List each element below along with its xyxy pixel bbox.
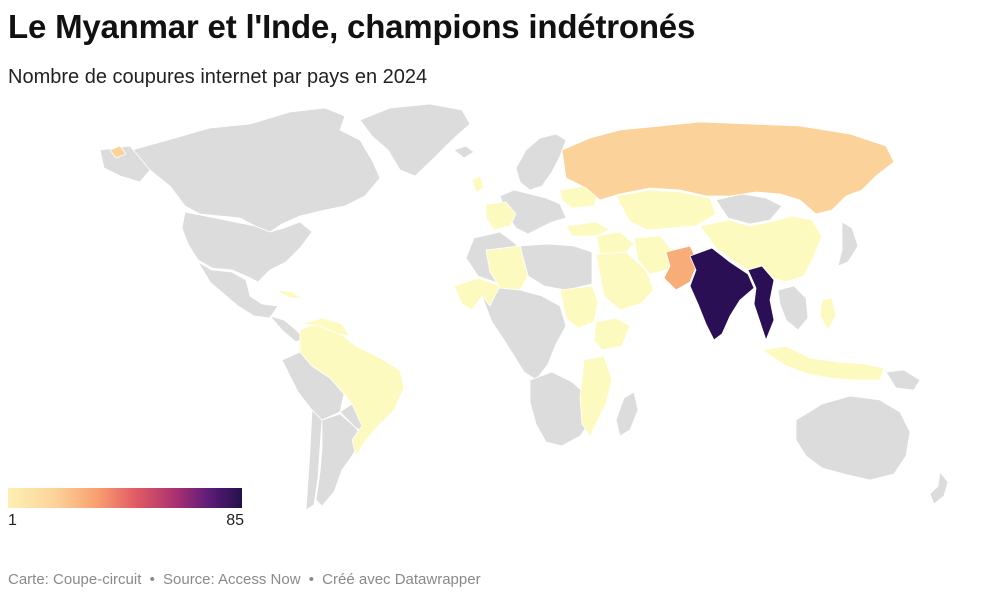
country-brazil[interactable] xyxy=(299,321,405,457)
country-australia[interactable] xyxy=(795,395,911,481)
legend-min-label: 1 xyxy=(8,512,17,529)
legend-max-label: 85 xyxy=(226,512,244,529)
country-ethiopia[interactable] xyxy=(593,317,631,351)
country-central-america[interactable] xyxy=(269,315,305,343)
footer-map-credit: Carte: Coupe-circuit xyxy=(8,571,142,588)
country-iceland[interactable] xyxy=(453,145,475,159)
country-east-africa[interactable] xyxy=(579,355,613,437)
country-canada[interactable] xyxy=(131,107,381,233)
country-indonesia[interactable] xyxy=(761,345,885,381)
legend-labels: 1 85 xyxy=(8,508,244,530)
country-usa[interactable] xyxy=(181,211,313,283)
country-france-spain[interactable] xyxy=(485,201,517,231)
country-west-africa[interactable] xyxy=(453,277,501,311)
chart-subtitle: Nombre de coupures internet par pays en … xyxy=(8,66,428,88)
footer-source: Source: Access Now xyxy=(163,571,301,588)
country-central-africa[interactable] xyxy=(481,287,567,381)
country-indochina[interactable] xyxy=(777,285,809,331)
country-scandinavia[interactable] xyxy=(515,133,567,191)
chart-title: Le Myanmar et l'Inde, champions indétron… xyxy=(8,8,696,45)
country-saudi-arabia[interactable] xyxy=(595,251,655,311)
country-china[interactable] xyxy=(699,215,823,283)
country-india[interactable] xyxy=(689,247,755,341)
footer-credits: Carte: Coupe-circuit • Source: Access No… xyxy=(8,571,481,588)
world-map xyxy=(99,103,949,511)
legend-gradient-bar xyxy=(8,488,242,508)
country-uk[interactable] xyxy=(471,175,485,193)
country-cuba[interactable] xyxy=(275,289,303,299)
country-western-europe[interactable] xyxy=(499,189,567,235)
footer-separator: • xyxy=(308,571,314,588)
country-venezuela[interactable] xyxy=(301,317,351,337)
footer-separator: • xyxy=(149,571,155,588)
country-chile[interactable] xyxy=(305,409,323,511)
country-greenland[interactable] xyxy=(359,103,471,177)
color-legend: 1 85 xyxy=(8,488,244,530)
country-argentina[interactable] xyxy=(315,413,363,507)
country-russia[interactable] xyxy=(561,121,895,215)
country-philippines[interactable] xyxy=(819,297,837,331)
country-iraq-syria[interactable] xyxy=(595,231,635,255)
country-madagascar[interactable] xyxy=(615,391,639,437)
country-new-zealand[interactable] xyxy=(929,471,949,505)
country-myanmar[interactable] xyxy=(747,265,775,341)
country-turkey[interactable] xyxy=(565,221,611,237)
country-papua[interactable] xyxy=(885,369,921,391)
country-pakistan[interactable] xyxy=(663,245,699,291)
country-alaska[interactable] xyxy=(99,145,151,183)
country-mongolia[interactable] xyxy=(715,193,783,225)
country-sudan[interactable] xyxy=(559,285,599,329)
country-kazakhstan[interactable] xyxy=(615,189,717,231)
country-libya-egypt[interactable] xyxy=(519,243,593,291)
country-mali-niger[interactable] xyxy=(485,245,529,291)
country-russia-east[interactable] xyxy=(109,145,127,159)
footer-tool-link[interactable]: Créé avec Datawrapper xyxy=(322,571,481,588)
country-mexico[interactable] xyxy=(197,261,279,319)
country-southern-africa[interactable] xyxy=(529,371,593,447)
country-japan[interactable] xyxy=(837,221,859,267)
